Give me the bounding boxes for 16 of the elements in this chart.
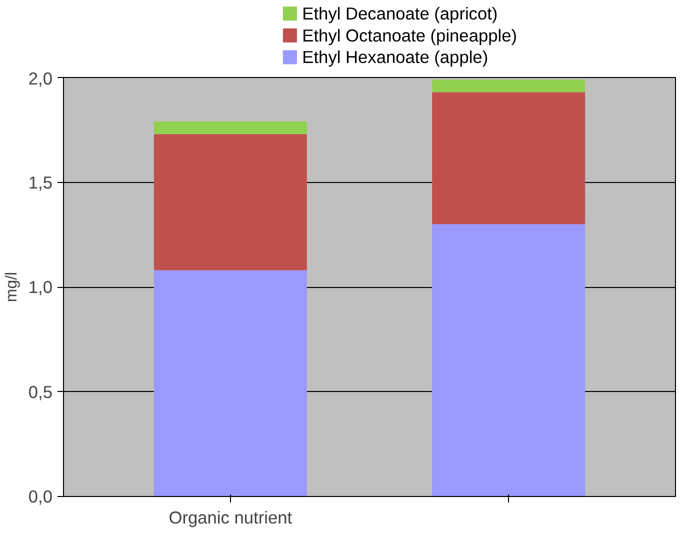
x-tick-label: Organic nutrient [168, 508, 292, 528]
bar [432, 92, 586, 224]
y-tick-label: 1,5 [28, 172, 53, 192]
legend-label: Ethyl Octanoate (pineapple) [302, 25, 517, 46]
bar [154, 134, 307, 270]
bar [432, 80, 586, 92]
legend-label: Ethyl Decanoate (apricot) [302, 4, 498, 24]
bar [154, 121, 307, 134]
legend-label: Ethyl Hexanoate (apple) [302, 47, 488, 68]
y-tick-label: 2,0 [28, 68, 53, 88]
bar [154, 270, 307, 496]
y-tick-label: 1,0 [28, 277, 53, 297]
y-tick-label: 0,5 [28, 382, 53, 402]
bar [432, 224, 586, 496]
y-tick-label: 0,0 [28, 486, 53, 506]
y-axis-title: mg/l [3, 272, 20, 302]
